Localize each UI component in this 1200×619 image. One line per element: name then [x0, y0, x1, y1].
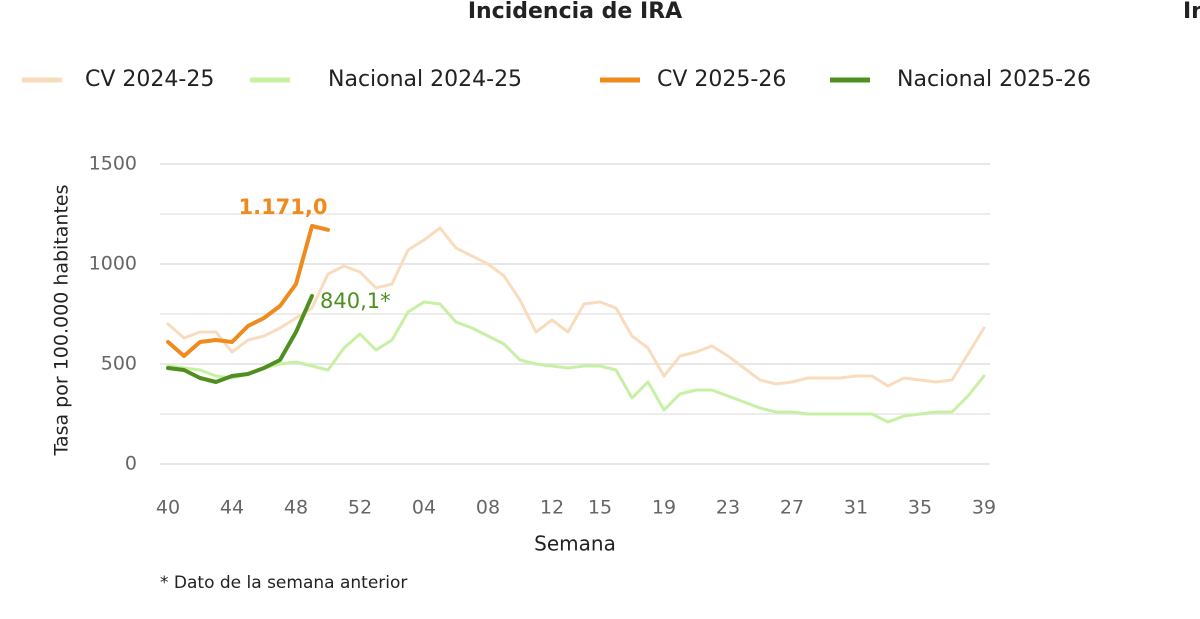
x-tick-label: 19 [652, 497, 676, 519]
chart-title: Incidencia de IRA [468, 0, 682, 24]
x-tick-label: 39 [972, 497, 996, 519]
x-tick-label: 52 [348, 497, 372, 519]
x-tick-label: 40 [156, 497, 180, 519]
legend-label: CV 2024-25 [85, 67, 214, 92]
x-tick-label: 15 [588, 497, 612, 519]
x-tick-label: 48 [284, 497, 308, 519]
x-tick-label: 31 [844, 497, 868, 519]
y-tick-label: 0 [125, 453, 137, 475]
series-line [166, 300, 986, 424]
y-tick-label: 500 [101, 353, 137, 375]
value-label: 840,1* [320, 289, 391, 313]
footnote: * Dato de la semana anterior [160, 573, 407, 593]
legend-label: Nacional 2025-26 [897, 67, 1091, 92]
x-tick-label: 08 [476, 497, 500, 519]
x-tick-label: 04 [412, 497, 436, 519]
x-tick-label: 44 [220, 497, 244, 519]
clipped-title: In [1183, 0, 1200, 24]
value-label: 1.171,0 [238, 195, 327, 219]
series-line [166, 293, 314, 384]
x-tick-label: 35 [908, 497, 932, 519]
y-axis-label: Tasa por 100.000 habitantes [51, 184, 73, 456]
x-tick-label: 23 [716, 497, 740, 519]
series-line [166, 224, 330, 358]
x-tick-label: 12 [540, 497, 564, 519]
x-tick-label: 27 [780, 497, 804, 519]
y-tick-label: 1000 [89, 253, 137, 275]
legend-label: Nacional 2024-25 [328, 67, 522, 92]
x-axis-label: Semana [534, 532, 616, 556]
y-tick-label: 1500 [89, 153, 137, 175]
legend-label: CV 2025-26 [657, 67, 786, 92]
